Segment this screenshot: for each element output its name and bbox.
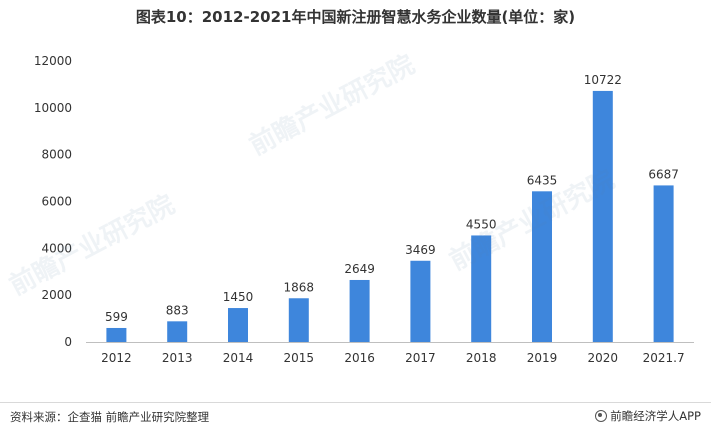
bar: [471, 235, 492, 342]
y-tick-label: 4000: [41, 241, 72, 255]
brand-logo-icon: [595, 410, 608, 422]
brand-label: 前瞻经济学人APP: [595, 408, 701, 424]
bar: [532, 191, 552, 342]
y-tick-label: 10000: [34, 101, 72, 115]
y-tick-label: 12000: [34, 54, 72, 68]
bar: [592, 90, 613, 342]
data-label: 3469: [405, 243, 436, 257]
x-tick-label: 2017: [405, 351, 436, 365]
bar: [349, 279, 370, 342]
y-tick-label: 8000: [41, 148, 72, 162]
data-label: 4550: [466, 217, 497, 231]
bar: [410, 260, 431, 342]
chart-title: 图表10：2012-2021年中国新注册智慧水务企业数量(单位：家): [135, 8, 576, 26]
brand-text: 前瞻经济学人APP: [610, 409, 701, 423]
data-label: 6687: [648, 167, 679, 181]
data-label: 6435: [527, 173, 558, 187]
data-label: 2649: [344, 262, 375, 276]
x-tick-label: 2016: [344, 351, 375, 365]
x-tick-label: 2021.7: [643, 351, 685, 365]
source-note: 资料来源：企查猫 前瞻产业研究院整理: [10, 410, 210, 424]
x-tick-label: 2020: [588, 351, 619, 365]
data-label: 1450: [223, 290, 254, 304]
x-tick-label: 2012: [101, 351, 132, 365]
footer-divider: [0, 402, 711, 403]
x-tick-label: 2014: [223, 351, 254, 365]
x-tick-label: 2015: [284, 351, 315, 365]
bar: [653, 185, 674, 342]
bar: [106, 327, 127, 342]
y-tick-label: 2000: [41, 288, 72, 302]
data-label: 883: [166, 303, 189, 317]
x-tick-label: 2019: [527, 351, 558, 365]
data-label: 599: [105, 310, 128, 324]
x-tick-label: 2018: [466, 351, 497, 365]
data-label: 10722: [584, 73, 622, 87]
bar: [167, 321, 188, 342]
y-tick-label: 6000: [41, 195, 72, 209]
x-tick-label: 2013: [162, 351, 193, 365]
y-tick-label: 0: [64, 335, 72, 349]
bar: [228, 308, 248, 342]
data-label: 1868: [284, 280, 315, 294]
bar: [288, 298, 309, 342]
